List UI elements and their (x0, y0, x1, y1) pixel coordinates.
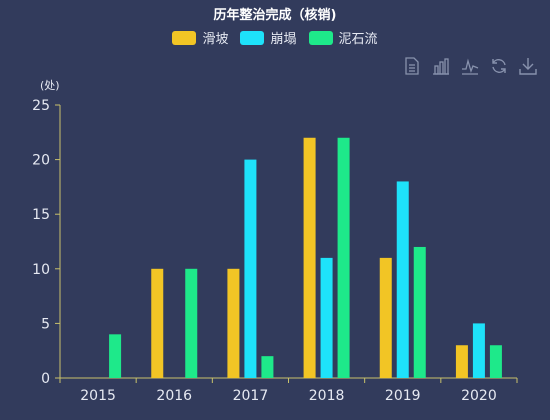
line-chart-icon[interactable] (460, 56, 480, 76)
bar-chart-icon[interactable] (431, 56, 451, 76)
chart-title: 历年整治完成（核销) (213, 8, 337, 23)
x-tick-label: 2016 (156, 388, 192, 404)
bar (261, 356, 274, 378)
y-tick-label: 15 (32, 207, 50, 223)
bar (396, 181, 409, 378)
legend-swatch (172, 30, 197, 45)
legend-swatch (308, 30, 333, 45)
legend-item-landslide[interactable]: 滑坡 (172, 28, 228, 47)
legend-swatch (240, 30, 265, 45)
restore-icon[interactable] (489, 56, 509, 76)
bar (185, 268, 198, 378)
y-tick-label: 20 (32, 153, 50, 169)
legend: 滑坡 崩塌 泥石流 (0, 28, 550, 47)
x-tick-label: 2017 (233, 388, 269, 404)
bar (244, 159, 257, 378)
x-tick-label: 2018 (309, 388, 345, 404)
legend-label: 滑坡 (202, 32, 229, 47)
bar (320, 257, 333, 378)
download-icon[interactable] (518, 56, 538, 76)
bar (413, 246, 426, 378)
x-tick-label: 2015 (80, 388, 116, 404)
bar (455, 345, 468, 378)
x-tick-label: 2019 (385, 388, 421, 404)
y-tick-label: 25 (32, 98, 50, 114)
bar (379, 257, 392, 378)
y-tick-label: 10 (32, 262, 50, 278)
toolbox (402, 56, 538, 76)
y-axis-title: (处) (40, 79, 60, 92)
bar (472, 323, 485, 378)
legend-item-debris-flow[interactable]: 泥石流 (308, 28, 378, 47)
legend-label: 崩塌 (270, 32, 297, 47)
data-view-icon[interactable] (402, 56, 422, 76)
bar (489, 345, 502, 378)
legend-item-collapse[interactable]: 崩塌 (240, 28, 297, 47)
bar (337, 137, 350, 378)
legend-label: 泥石流 (338, 32, 378, 47)
y-tick-label: 5 (41, 316, 50, 332)
bar (109, 334, 122, 378)
bar (227, 268, 240, 378)
bar (151, 268, 164, 378)
y-tick-label: 0 (41, 371, 50, 387)
bar (303, 137, 316, 378)
x-tick-label: 2020 (461, 388, 497, 404)
